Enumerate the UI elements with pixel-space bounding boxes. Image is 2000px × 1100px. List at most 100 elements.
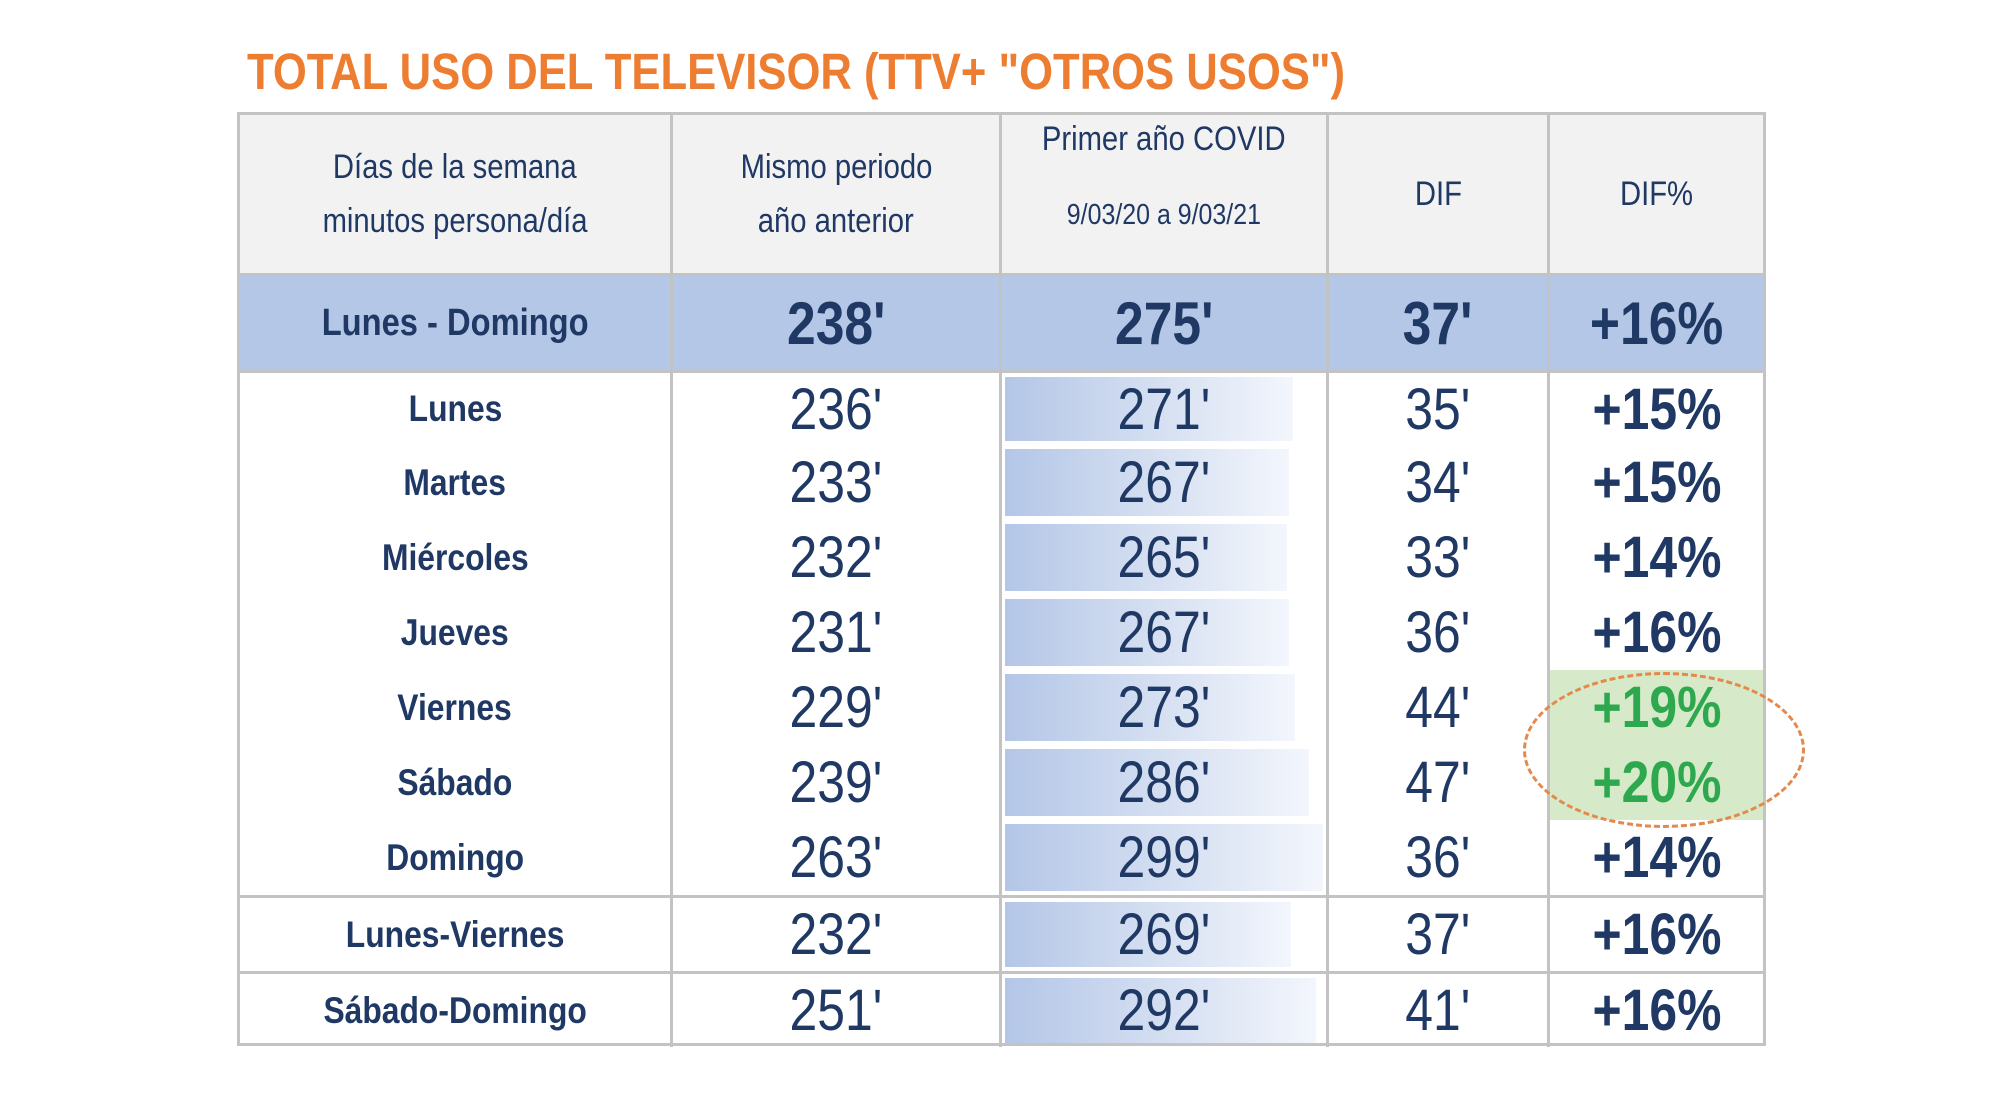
row-prev: 263'	[670, 820, 999, 895]
row-covid: 292'	[999, 974, 1326, 1047]
row-dif-pct-value: +19%	[1592, 675, 1721, 740]
row-dif-pct: +14%	[1547, 820, 1763, 895]
row-prev: 239'	[670, 745, 999, 820]
row-covid: 269'	[999, 898, 1326, 971]
row-prev: 233'	[670, 445, 999, 520]
row-label-text: Miércoles	[381, 536, 529, 578]
total-row: Lunes - Domingo 238' 275' 37' +16%	[240, 273, 1763, 370]
total-dif-value: 37'	[1403, 289, 1473, 357]
row-dif-pct: +20%	[1547, 745, 1763, 820]
row-label: Lunes	[240, 373, 670, 445]
row-dif: 35'	[1326, 373, 1547, 445]
table-row: Lunes 236' 271' 35' +15%	[240, 370, 1763, 445]
header-dif-pct: DIF%	[1547, 115, 1763, 273]
data-bar	[1005, 674, 1295, 741]
total-dif-pct: +16%	[1547, 276, 1763, 370]
row-prev: 232'	[670, 898, 999, 971]
slide-title: TOTAL USO DEL TELEVISOR (TTV+ "OTROS USO…	[247, 43, 1346, 100]
row-dif-pct-value: +20%	[1592, 750, 1721, 815]
row-prev-value: 229'	[789, 675, 883, 740]
total-label: Lunes - Domingo	[240, 276, 670, 370]
total-covid: 275'	[999, 276, 1326, 370]
header-days-line2: minutos persona/día	[322, 202, 588, 240]
row-prev-value: 263'	[789, 825, 883, 890]
data-bar	[1005, 377, 1293, 441]
row-dif-value: 34'	[1405, 450, 1471, 515]
header-dif-pct-label: DIF%	[1619, 175, 1694, 213]
row-dif: 44'	[1326, 670, 1547, 745]
row-label-text: Lunes-Viernes	[345, 913, 565, 955]
row-dif: 33'	[1326, 520, 1547, 595]
row-dif-pct-value: +16%	[1592, 978, 1721, 1043]
table-row: Jueves 231' 267' 36' +16%	[240, 595, 1763, 670]
row-label-text: Sábado-Domingo	[323, 989, 587, 1031]
row-prev: 229'	[670, 670, 999, 745]
row-dif: 36'	[1326, 595, 1547, 670]
data-bar	[1005, 524, 1287, 591]
row-covid: 273'	[999, 670, 1326, 745]
row-dif-value: 36'	[1405, 825, 1471, 890]
row-dif-pct: +16%	[1547, 898, 1763, 971]
row-dif: 34'	[1326, 445, 1547, 520]
table-row: Martes 233' 267' 34' +15%	[240, 445, 1763, 520]
row-prev: 231'	[670, 595, 999, 670]
row-covid-value: 265'	[1117, 525, 1211, 590]
row-dif: 36'	[1326, 820, 1547, 895]
header-prev-line1: Mismo periodo	[740, 148, 932, 186]
row-label-text: Lunes	[408, 388, 502, 429]
row-covid-value: 267'	[1117, 450, 1211, 515]
row-covid: 299'	[999, 820, 1326, 895]
data-bar	[1005, 599, 1289, 666]
row-prev: 236'	[670, 373, 999, 445]
row-dif-value: 37'	[1405, 902, 1471, 967]
row-prev-value: 232'	[789, 902, 883, 967]
total-prev: 238'	[670, 276, 999, 370]
table-row: Miércoles 232' 265' 33' +14%	[240, 520, 1763, 595]
header-days-line1: Días de la semana	[333, 148, 577, 186]
row-dif-pct: +15%	[1547, 445, 1763, 520]
row-prev-value: 239'	[789, 750, 883, 815]
row-covid: 267'	[999, 445, 1326, 520]
row-covid-value: 286'	[1117, 750, 1211, 815]
data-bar	[1005, 824, 1323, 891]
row-prev-value: 236'	[789, 376, 883, 442]
row-covid: 271'	[999, 373, 1326, 445]
table-row: Sábado 239' 286' 47' +20%	[240, 745, 1763, 820]
row-dif: 37'	[1326, 898, 1547, 971]
row-prev-value: 233'	[789, 450, 883, 515]
header-dif: DIF	[1326, 115, 1547, 273]
tv-usage-table: Días de la semana minutos persona/día Mi…	[237, 112, 1766, 1047]
row-covid-value: 269'	[1117, 902, 1211, 967]
row-dif-pct: +19%	[1547, 670, 1763, 745]
row-label-text: Viernes	[397, 686, 513, 728]
row-label-text: Sábado	[397, 761, 513, 803]
row-label: Lunes-Viernes	[240, 898, 670, 971]
data-bar	[1005, 902, 1291, 967]
total-dif-pct-value: +16%	[1589, 289, 1724, 357]
table-row: Viernes 229' 273' 44' +19%	[240, 670, 1763, 745]
row-prev-value: 231'	[789, 600, 883, 665]
row-dif-pct-value: +15%	[1592, 376, 1721, 442]
total-label-text: Lunes - Domingo	[321, 301, 589, 344]
row-dif-value: 41'	[1405, 978, 1471, 1043]
data-bar	[1005, 449, 1289, 516]
row-dif-value: 44'	[1405, 675, 1471, 740]
row-covid-value: 299'	[1117, 825, 1211, 890]
header-prev-line2: año anterior	[757, 202, 915, 240]
row-dif-pct: +14%	[1547, 520, 1763, 595]
row-dif-value: 35'	[1405, 376, 1471, 442]
row-dif-pct-value: +14%	[1592, 825, 1721, 890]
row-dif-pct-value: +15%	[1592, 450, 1721, 515]
row-covid-value: 292'	[1117, 978, 1211, 1043]
total-covid-value: 275'	[1114, 289, 1214, 357]
total-dif: 37'	[1326, 276, 1547, 370]
summary-row: Lunes-Viernes 232' 269' 37' +16%	[240, 895, 1763, 971]
row-dif: 47'	[1326, 745, 1547, 820]
row-label: Sábado-Domingo	[240, 974, 670, 1047]
row-dif-pct-value: +14%	[1592, 525, 1721, 590]
header-days: Días de la semana minutos persona/día	[240, 115, 670, 273]
row-dif-pct-value: +16%	[1592, 600, 1721, 665]
row-label: Miércoles	[240, 520, 670, 595]
row-prev: 251'	[670, 974, 999, 1047]
